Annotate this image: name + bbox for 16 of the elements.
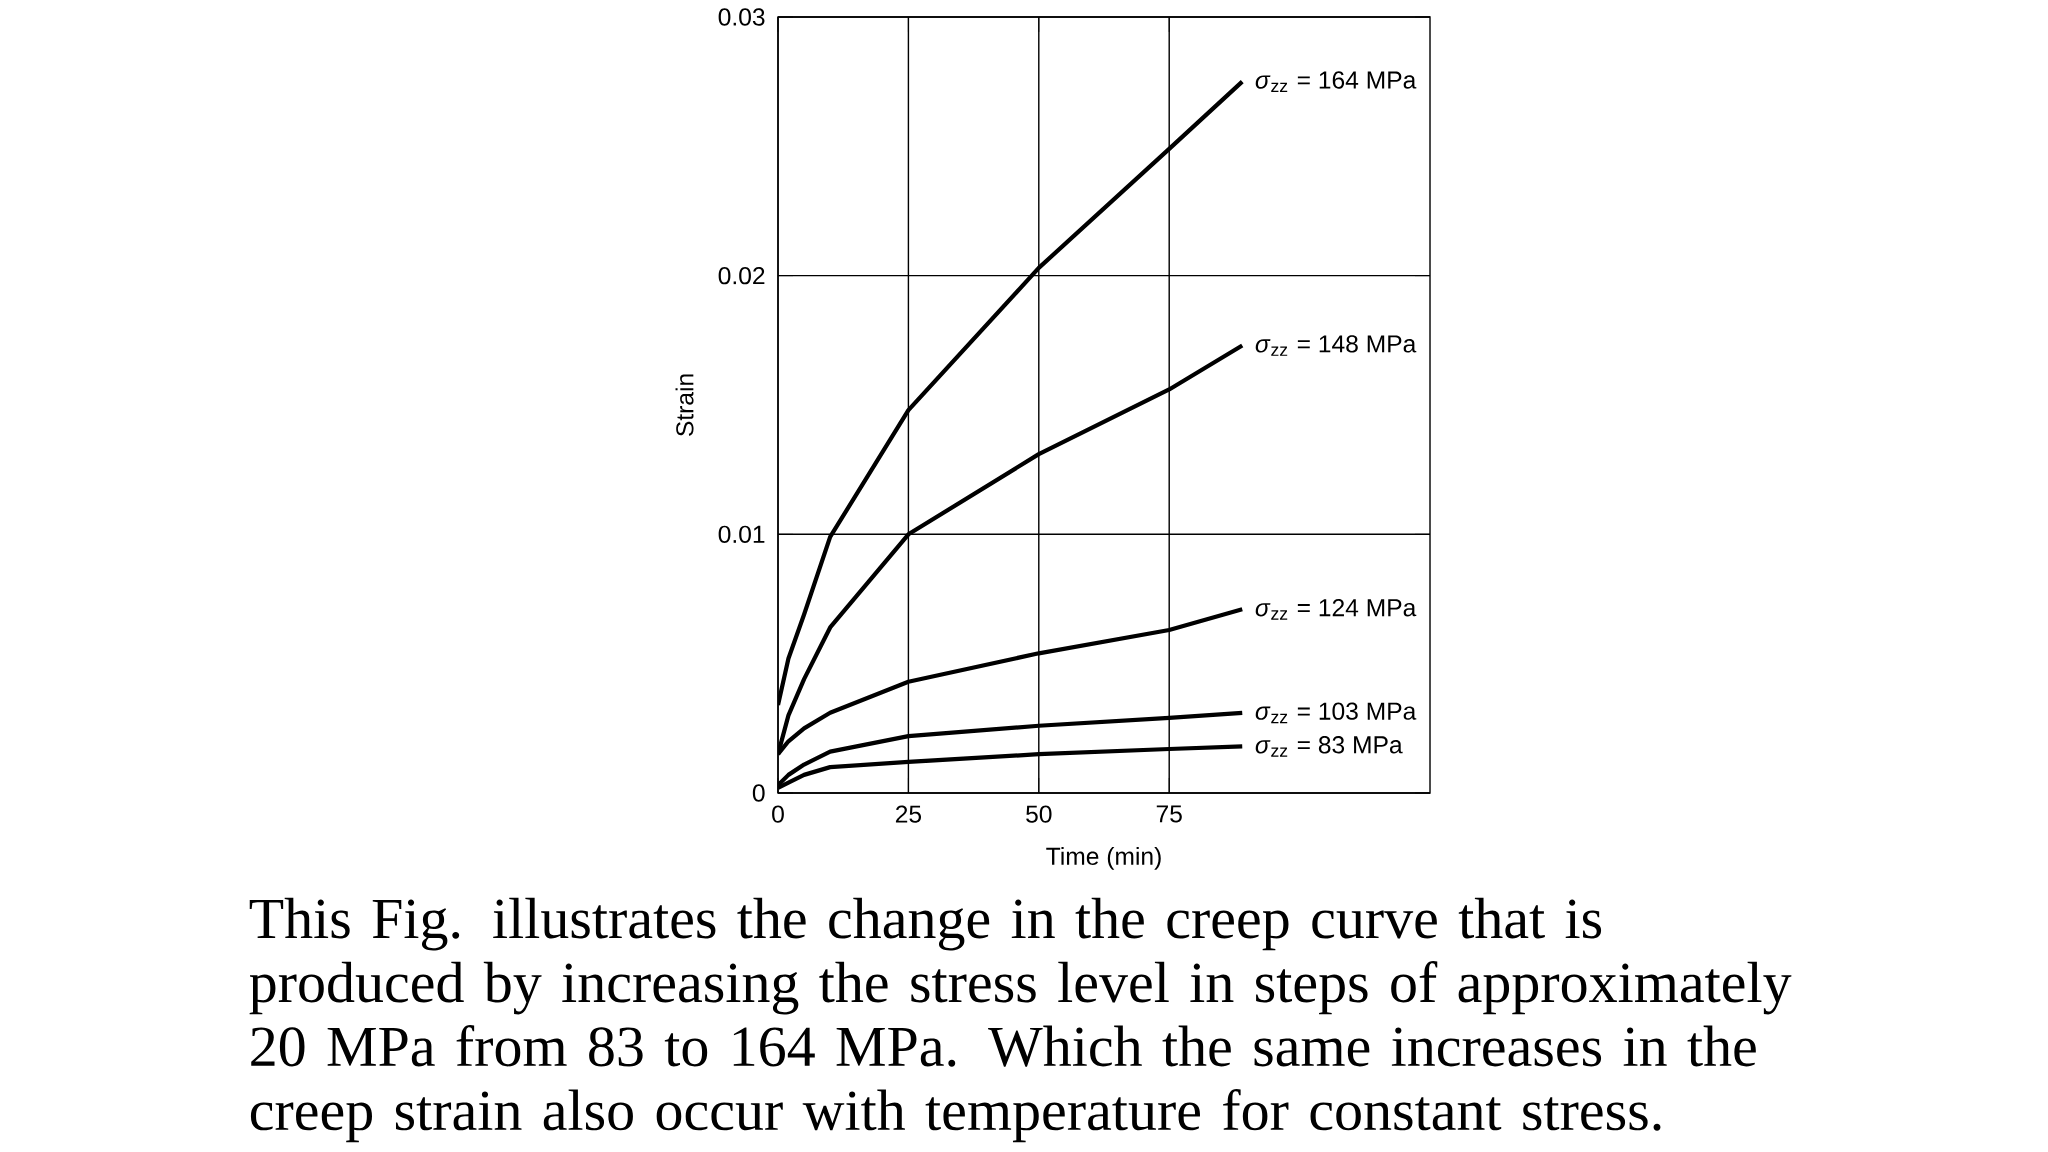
x-tick-label: 25 — [895, 805, 922, 823]
y-tick-label: 0.02 — [718, 266, 765, 285]
x-tick-label: 0 — [772, 805, 784, 823]
y-axis-title: Strain — [675, 374, 694, 437]
series-label: σ$_{zz}$ = 164 MPa — [1255, 71, 1417, 92]
x-tick-label: 75 — [1156, 805, 1182, 823]
x-axis-title: Time (min) — [1046, 846, 1161, 870]
series-label: σ$_{zz}$ = 83 MPa — [1255, 736, 1403, 757]
y-tick-label: 0.03 — [718, 8, 765, 26]
series-label: σ$_{zz}$ = 148 MPa — [1255, 335, 1417, 356]
x-tick-label: 50 — [1026, 805, 1052, 823]
y-tick-label: 0.01 — [718, 525, 765, 544]
series-label: σ$_{zz}$ = 103 MPa — [1255, 702, 1417, 724]
text: This Fig. illustrates the change in the creep curve that is produced by increasing the stress level in steps of approximately 20 MPa from 83 to 164 MPa. Which the same increases in the creep strain also occur with temperature for constant stress. — [249, 897, 1792, 1143]
y-tick-label: 0 — [752, 784, 765, 802]
series-label: σ$_{zz}$ = 124 MPa — [1255, 599, 1417, 620]
